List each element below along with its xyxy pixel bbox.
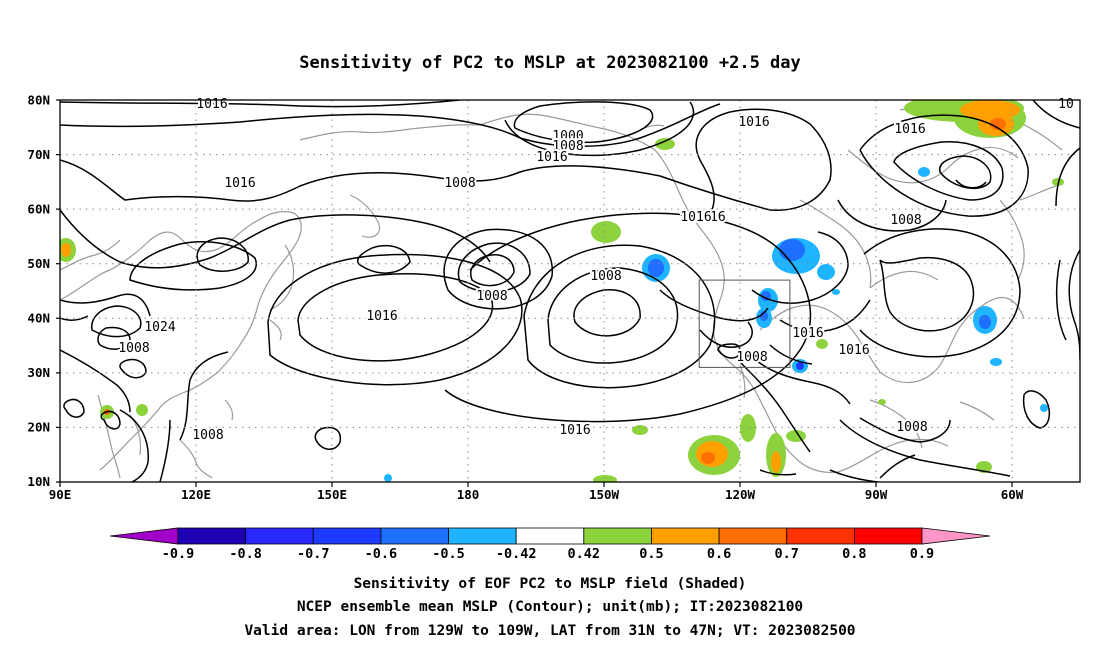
colorbar-swatch [583,527,652,545]
footer-line-2: NCEP ensemble mean MSLP (Contour); unit(… [297,599,803,615]
lat-tick-label: 80N [27,93,50,108]
colorbar-swatch [177,527,247,545]
lon-tick-label: 60W [1001,487,1024,502]
contour-label: 1016 [559,423,590,438]
axes: 80N 70N 60N 50N 40N 30N 20N 10N 90E 120E… [27,93,1023,503]
contour-label: 1008 [736,350,767,365]
sensitivity-shading [60,100,1064,482]
contour-label: 1008 [444,176,475,191]
lon-tick-label: 120W [725,487,756,502]
contour-label: 1008 [590,269,621,284]
colorbar-swatch [786,527,855,545]
contour-label: 1016 [366,309,397,324]
plot-background [60,100,1080,482]
colorbar-label: -0.7 [297,546,330,562]
lat-tick-label: 40N [27,311,50,326]
contour-label: 1016 [894,122,925,137]
colorbar-label: 0.5 [639,546,663,562]
contour-label: 10 [1058,97,1074,112]
colorbar-swatch [448,527,517,545]
lat-tick-label: 30N [27,365,50,380]
lat-tick-label: 70N [27,147,50,162]
footer-line-1: Sensitivity of EOF PC2 to MSLP field (Sh… [354,576,747,592]
contour-label: 1000 [552,129,583,144]
colorbar-swatch [651,527,720,545]
colorbar-label: 0.7 [775,546,799,562]
map-title: Sensitivity of PC2 to MSLP at 2023082100… [299,53,801,73]
contour-label: 1008 [896,420,927,435]
lat-tick-label: 10N [27,474,50,489]
lon-tick-label: 90E [49,487,72,502]
colorbar-label: -0.5 [432,546,465,562]
colorbar-label: 0.6 [707,546,731,562]
contour-label: 1024 [144,320,175,335]
lon-tick-label: 150W [589,487,620,502]
colorbar-label: 0.8 [842,546,866,562]
colorbar-swatch [245,527,314,545]
colorbar-swatch [853,527,923,545]
contour-label: 1016 [792,326,823,341]
colorbar-label: 0.9 [910,546,934,562]
lon-tick-label: 180 [457,487,480,502]
contour-label: 1008 [192,428,223,443]
contour-label: 1008 [476,289,507,304]
colorbar-swatch [312,527,382,545]
contour-label: 1008 [890,213,921,228]
lon-tick-label: 90W [865,487,888,502]
contour-label: 1016 [738,115,769,130]
footer-line-3: Valid area: LON from 129W to 109W, LAT f… [244,623,855,639]
contour-label: 1016 [536,150,567,165]
colorbar-right-arrow [921,527,991,545]
footer-caption: Sensitivity of EOF PC2 to MSLP field (Sh… [244,576,855,639]
contour-label: 1016 [838,343,869,358]
colorbar-left-arrow [109,527,179,545]
lat-tick-label: 20N [27,420,50,435]
valid-area-box [698,279,791,368]
colorbar-swatch [515,527,585,545]
colorbar-swatch [718,527,788,545]
contour-label: 1016 [196,97,227,112]
lon-tick-label: 120E [181,487,211,502]
colorbar-swatch [380,527,449,545]
contour-label: 1008 [552,139,583,154]
lat-lon-grid [60,100,1080,482]
lat-tick-label: 50N [27,256,50,271]
plot-frame [59,99,1081,483]
contour-label: 1016 [224,176,255,191]
colorbar: -0.9 -0.8 -0.7 -0.6 -0.5 -0.42 0.42 0.5 0.6 0.7 0.… [109,527,991,562]
colorbar-label: -0.6 [365,546,398,562]
colorbar-label: 0.42 [568,546,601,562]
contour-label: 1016 [680,210,711,225]
lat-tick-label: 60N [27,202,50,217]
contour-label: 1008 [118,341,149,356]
colorbar-label: -0.42 [496,546,537,562]
colorbar-label: -0.8 [229,546,262,562]
contour-label: 1016 [694,210,725,225]
lon-tick-label: 150E [317,487,347,502]
colorbar-label: -0.9 [162,546,195,562]
